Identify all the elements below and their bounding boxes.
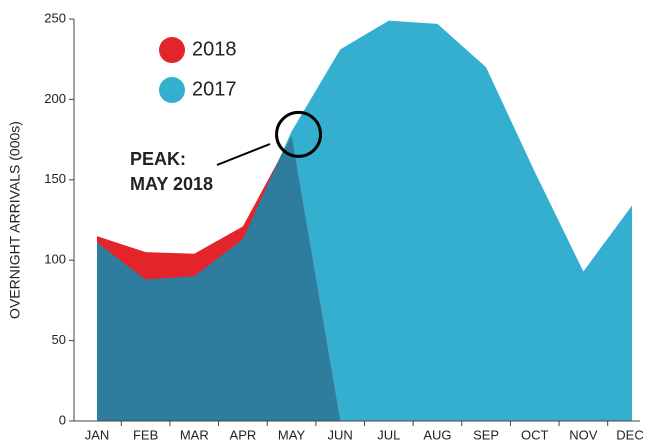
area-overlap [97,136,341,421]
x-tick-label: MAY [278,427,306,442]
legend-label: 2018 [192,38,237,60]
x-tick-label: SEP [473,427,499,442]
legend-label: 2017 [192,78,237,100]
y-tick-label: 200 [44,91,66,106]
x-tick-label: DEC [616,427,643,442]
x-tick-label: FEB [133,427,158,442]
legend-swatch [159,37,185,63]
y-tick-label: 150 [44,171,66,186]
peak-marker [275,110,323,158]
x-tick-label: JAN [85,427,110,442]
y-tick-label: 50 [52,332,66,347]
annotation-text: PEAK: [130,149,186,169]
y-tick-label: 0 [59,412,66,427]
legend-swatch [159,77,185,103]
x-tick-label: JUL [377,427,400,442]
annotation-leader [216,143,271,166]
x-tick-label: JUN [328,427,353,442]
x-tick-label: OCT [521,427,549,442]
annotation-text: MAY 2018 [130,174,213,194]
y-axis-label: OVERNIGHT ARRIVALS (000s) [7,121,23,319]
y-tick-label: 250 [44,10,66,25]
y-tick-label: 100 [44,252,66,267]
x-tick-label: MAR [180,427,209,442]
x-tick-label: AUG [423,427,451,442]
x-tick-label: NOV [569,427,598,442]
x-tick-label: APR [230,427,257,442]
